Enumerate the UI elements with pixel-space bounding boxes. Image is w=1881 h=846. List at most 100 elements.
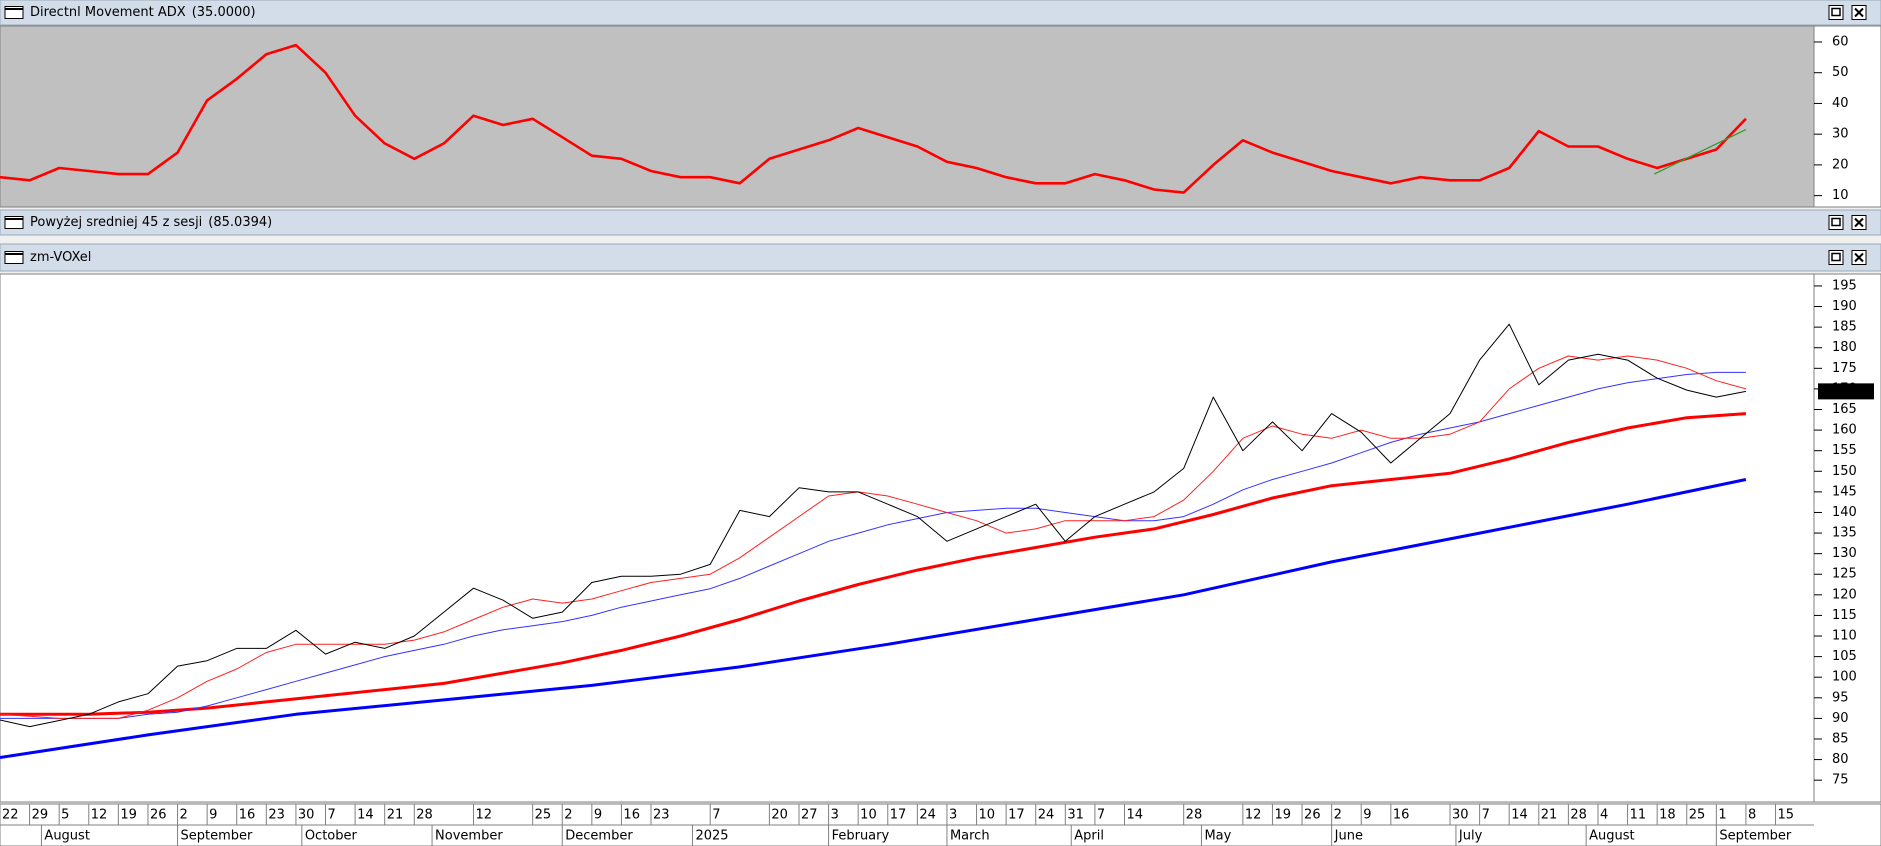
y-tick-label: 90 xyxy=(1832,711,1849,726)
last-price-label: 169.400 xyxy=(1821,384,1871,398)
axis-area xyxy=(1813,25,1881,208)
x-tick-label: 12 xyxy=(1245,808,1262,823)
y-tick-label: 10 xyxy=(1832,188,1849,203)
title-bar xyxy=(0,0,1881,26)
month-label: June xyxy=(1334,829,1363,844)
x-tick-label: 18 xyxy=(1659,808,1676,823)
month-label: February xyxy=(832,829,890,844)
x-tick-label: 9 xyxy=(209,808,217,823)
close-icon xyxy=(1854,217,1864,228)
maximize-icon xyxy=(1831,217,1841,227)
series-line xyxy=(1653,129,1747,175)
x-tick-label: 17 xyxy=(890,808,907,823)
y-tick-label: 100 xyxy=(1832,670,1857,685)
x-tick-label: 26 xyxy=(150,808,167,823)
maximize-icon xyxy=(1831,252,1841,262)
x-tick-label: 26 xyxy=(1304,808,1321,823)
y-tick-label: 125 xyxy=(1832,567,1857,582)
x-tick-label: 21 xyxy=(387,808,404,823)
month-label: 2025 xyxy=(695,829,728,844)
maximize-button[interactable] xyxy=(1828,250,1844,265)
x-tick-label: 14 xyxy=(1127,808,1144,823)
x-tick-label: 1 xyxy=(1718,808,1726,823)
panel-title: Powyżej sredniej 45 z sesji xyxy=(30,215,202,230)
y-tick-label: 165 xyxy=(1832,402,1857,417)
maximize-button[interactable] xyxy=(1828,5,1844,20)
x-tick-label: 30 xyxy=(1452,808,1469,823)
y-tick-label: 85 xyxy=(1832,731,1849,746)
maximize-icon xyxy=(1831,7,1841,17)
month-label: April xyxy=(1074,829,1104,844)
y-tick-label: 175 xyxy=(1832,361,1857,376)
x-tick-label: 28 xyxy=(416,808,433,823)
x-tick-label: 25 xyxy=(1689,808,1706,823)
x-tick-label: 4 xyxy=(1600,808,1608,823)
x-tick-label: 2 xyxy=(180,808,188,823)
y-tick-label: 120 xyxy=(1832,587,1857,602)
maximize-button[interactable] xyxy=(1828,215,1844,230)
month-label: October xyxy=(305,829,358,844)
x-tick-label: 10 xyxy=(860,808,877,823)
series-line xyxy=(0,355,1747,719)
y-tick-label: 195 xyxy=(1832,278,1857,293)
x-tick-label: 8 xyxy=(1748,808,1756,823)
title-bar xyxy=(0,209,1881,236)
x-tick-label: 17 xyxy=(1008,808,1025,823)
x-tick-label: 20 xyxy=(771,808,788,823)
y-tick-label: 135 xyxy=(1832,526,1857,541)
y-tick-label: 30 xyxy=(1832,127,1849,142)
x-tick-label: 9 xyxy=(594,808,602,823)
y-tick-label: 150 xyxy=(1832,464,1857,479)
month-label: March xyxy=(950,829,990,844)
y-tick-label: 105 xyxy=(1832,649,1857,664)
y-tick-label: 130 xyxy=(1832,546,1857,561)
month-label: August xyxy=(1589,829,1635,844)
x-tick-label: 28 xyxy=(1570,808,1587,823)
x-tick-label: 16 xyxy=(623,808,640,823)
x-tick-label: 24 xyxy=(1038,808,1055,823)
x-tick-label: 11 xyxy=(1630,808,1647,823)
axis-area xyxy=(1813,273,1881,803)
month-label: September xyxy=(181,829,254,844)
x-tick-label: 29 xyxy=(32,808,49,823)
x-tick-label: 12 xyxy=(91,808,108,823)
x-tick-label: 7 xyxy=(1097,808,1105,823)
y-tick-label: 80 xyxy=(1832,752,1849,767)
x-tick-label: 16 xyxy=(1393,808,1410,823)
y-tick-label: 190 xyxy=(1832,299,1857,314)
x-tick-label: 25 xyxy=(535,808,552,823)
x-tick-label: 5 xyxy=(61,808,69,823)
y-tick-label: 180 xyxy=(1832,340,1857,355)
series-line xyxy=(0,478,1747,759)
series-line xyxy=(0,412,1747,716)
panel-title: Directnl Movement ADX xyxy=(30,5,186,20)
x-tick-label: 15 xyxy=(1778,808,1795,823)
x-tick-label: 30 xyxy=(298,808,315,823)
x-tick-label: 19 xyxy=(120,808,137,823)
plot-area xyxy=(0,25,1815,208)
x-tick-label: 3 xyxy=(831,808,839,823)
x-tick-label: 16 xyxy=(239,808,256,823)
y-tick-label: 75 xyxy=(1832,773,1849,788)
x-tick-label: 2 xyxy=(1334,808,1342,823)
x-tick-label: 23 xyxy=(268,808,285,823)
last-price-box xyxy=(1818,383,1874,400)
x-tick-label: 22 xyxy=(2,808,19,823)
x-tick-label: 10 xyxy=(979,808,996,823)
x-tick-label: 14 xyxy=(357,808,374,823)
x-tick-label: 31 xyxy=(1067,808,1084,823)
x-tick-label: 14 xyxy=(1511,808,1528,823)
y-tick-label: 115 xyxy=(1832,608,1857,623)
title-bar xyxy=(0,243,1881,272)
x-tick-label: 9 xyxy=(1363,808,1371,823)
plot-area xyxy=(0,273,1815,803)
month-label: August xyxy=(44,829,90,844)
y-tick-label: 155 xyxy=(1832,443,1857,458)
close-icon xyxy=(1854,7,1864,18)
close-icon xyxy=(1854,252,1864,263)
x-tick-label: 7 xyxy=(328,808,336,823)
x-tick-label: 3 xyxy=(949,808,957,823)
y-tick-label: 40 xyxy=(1832,96,1849,111)
panel-value: (85.0394) xyxy=(208,215,272,230)
y-tick-label: 160 xyxy=(1832,423,1857,438)
